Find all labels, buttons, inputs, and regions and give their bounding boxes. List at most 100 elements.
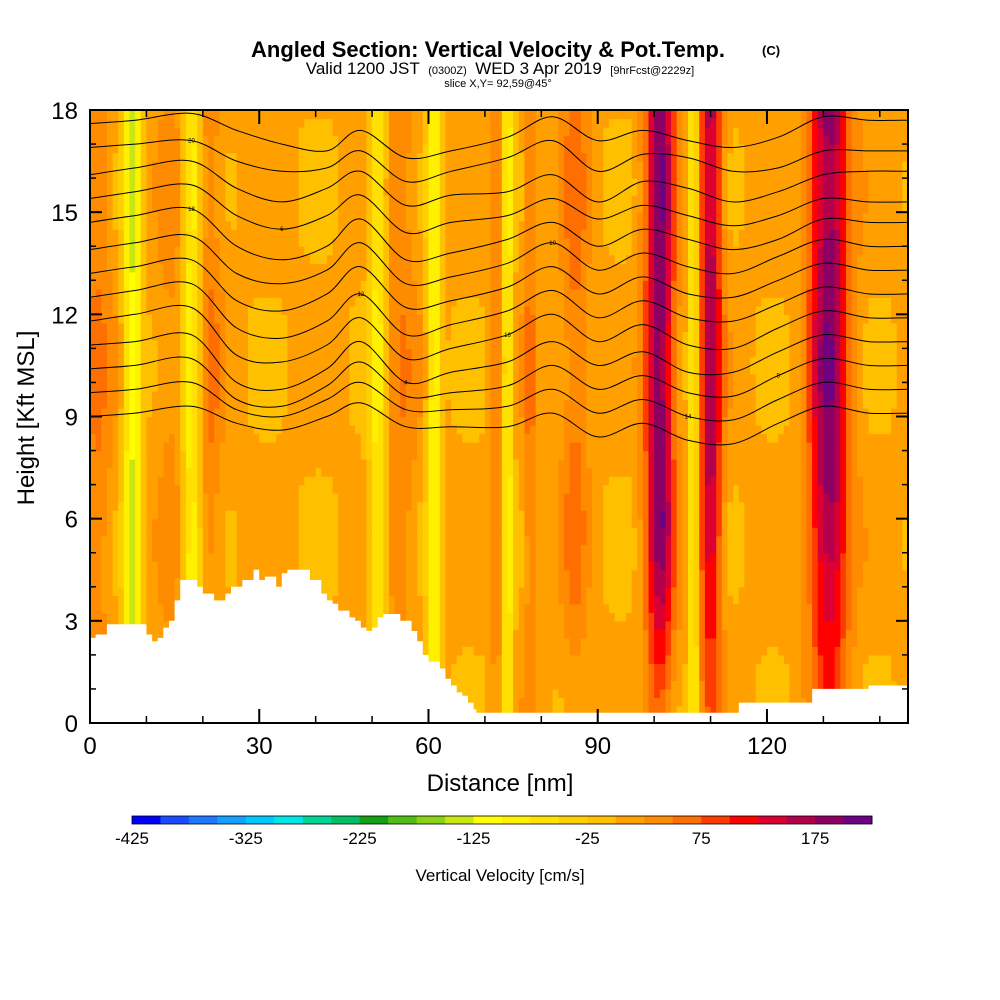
velocity-cell <box>439 518 447 528</box>
velocity-cell <box>479 527 486 537</box>
velocity-cell <box>174 493 181 503</box>
velocity-cell <box>191 501 198 511</box>
velocity-cell <box>829 603 836 613</box>
velocity-cell <box>129 595 136 605</box>
velocity-cell <box>851 510 858 520</box>
velocity-cell <box>857 663 864 673</box>
velocity-cell <box>129 612 136 622</box>
velocity-cell <box>535 484 542 494</box>
velocity-cell <box>738 518 745 528</box>
velocity-cell <box>355 578 362 588</box>
velocity-cell <box>101 510 108 520</box>
velocity-cell <box>744 433 751 443</box>
velocity-cell <box>885 671 892 682</box>
velocity-cell <box>129 433 136 443</box>
velocity-cell <box>834 527 841 537</box>
velocity-cell <box>592 663 599 673</box>
velocity-cell <box>721 663 729 673</box>
velocity-cell <box>101 442 108 452</box>
velocity-cell <box>704 459 712 469</box>
velocity-cell <box>315 459 322 469</box>
velocity-cell <box>614 654 621 664</box>
velocity-cell <box>823 595 830 605</box>
velocity-cell <box>721 527 729 537</box>
velocity-cell <box>879 654 887 664</box>
velocity-cell <box>451 442 458 452</box>
velocity-cell <box>586 527 593 537</box>
velocity-cell <box>546 654 554 664</box>
velocity-cell <box>671 629 678 639</box>
velocity-cell <box>422 484 430 494</box>
velocity-cell <box>766 561 774 571</box>
velocity-cell <box>592 697 599 707</box>
velocity-cell <box>400 527 407 537</box>
velocity-cell <box>518 501 525 511</box>
velocity-cell <box>766 467 774 477</box>
velocity-cell <box>140 476 148 486</box>
velocity-cell <box>744 544 751 554</box>
velocity-cell <box>563 595 571 605</box>
velocity-cell <box>524 705 531 716</box>
velocity-cell <box>665 527 672 537</box>
velocity-cell <box>394 544 401 554</box>
velocity-cell <box>586 544 593 554</box>
velocity-cell <box>541 612 548 622</box>
velocity-cell <box>558 629 565 639</box>
velocity-cell <box>293 442 300 452</box>
velocity-cell <box>501 603 509 613</box>
velocity-cell <box>462 433 469 443</box>
velocity-cell <box>800 467 808 477</box>
velocity-cell <box>152 586 159 596</box>
velocity-cell <box>879 561 887 571</box>
velocity-cell <box>231 476 238 486</box>
velocity-cell <box>377 552 384 562</box>
velocity-cell <box>343 518 351 528</box>
velocity-cell <box>614 697 621 707</box>
velocity-cell <box>157 620 164 630</box>
velocity-cell <box>857 629 864 639</box>
velocity-cell <box>631 476 638 486</box>
velocity-cell <box>597 527 604 537</box>
velocity-cell <box>152 510 159 520</box>
velocity-cell <box>360 620 368 630</box>
velocity-cell <box>129 552 136 562</box>
velocity-cell <box>778 578 785 588</box>
velocity-cell <box>129 561 136 571</box>
velocity-cell <box>614 501 621 511</box>
velocity-cell <box>394 493 401 503</box>
velocity-cell <box>823 518 830 528</box>
velocity-cell <box>823 535 830 545</box>
velocity-cell <box>507 595 514 605</box>
velocity-cell <box>580 671 588 682</box>
velocity-cell <box>569 561 576 571</box>
velocity-cell <box>800 544 808 554</box>
velocity-cell <box>609 586 616 596</box>
velocity-cell <box>857 467 864 477</box>
velocity-cell <box>524 697 531 707</box>
velocity-cell <box>202 493 210 503</box>
velocity-cell <box>338 544 345 554</box>
velocity-cell <box>642 697 650 707</box>
velocity-cell <box>699 646 706 656</box>
velocity-cell <box>812 569 819 579</box>
velocity-cell <box>558 484 565 494</box>
velocity-cell <box>411 586 418 596</box>
velocity-cell <box>411 620 418 630</box>
velocity-cell <box>891 535 898 545</box>
velocity-cell <box>874 501 881 511</box>
velocity-cell <box>902 484 908 494</box>
velocity-cell <box>614 561 621 571</box>
velocity-cell <box>733 493 740 503</box>
velocity-cell <box>891 467 898 477</box>
velocity-cell <box>152 476 159 486</box>
velocity-cell <box>829 595 836 605</box>
velocity-cell <box>445 535 452 545</box>
velocity-cell <box>879 518 887 528</box>
velocity-cell <box>541 476 548 486</box>
velocity-cell <box>530 663 537 673</box>
velocity-cell <box>530 450 537 460</box>
velocity-cell <box>795 654 802 664</box>
velocity-cell <box>665 680 672 690</box>
velocity-cell <box>789 671 796 682</box>
velocity-cell <box>422 561 430 571</box>
